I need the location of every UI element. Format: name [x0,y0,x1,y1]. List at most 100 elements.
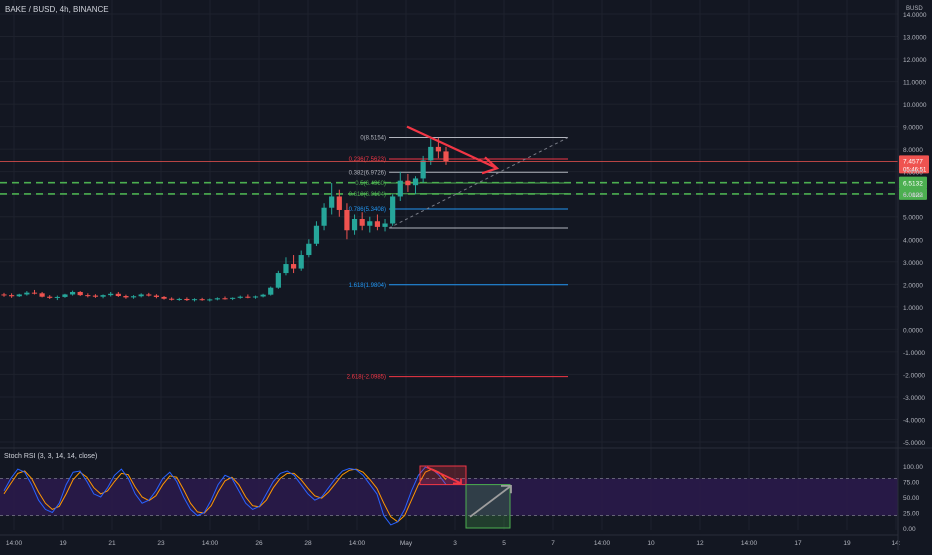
stoch-rsi-label: Stoch RSI (3, 3, 14, 14, close) [4,453,97,460]
candle-body [191,299,198,301]
candle-body [313,225,320,244]
candle-body [298,255,304,269]
candle-body [382,223,388,227]
support-lines[interactable]: 6.5132 6.0122 [0,176,927,200]
time-tick-label: 21 [108,540,116,547]
down-arrow-head [481,156,500,175]
fib-level-label: 2.618(-2.0985) [347,375,386,381]
fib-retracement[interactable]: 0(8.5154) 0.236(7.5623) 0.382(6.9726) 0.5(6… [347,136,568,381]
stoch-down-arrow-head [453,478,462,485]
price-tick-label: 4.0000 [903,237,923,244]
candle-body [138,294,144,297]
candle-body [283,264,289,274]
time-tick-label: 7 [551,540,555,547]
candle-body [359,218,365,226]
stoch-down-arrow [426,466,462,485]
price-tick-label: -1.0000 [903,350,925,357]
time-tick-label: 5 [502,540,506,547]
last-price-countdown: 05:46:51 [903,167,927,173]
candle-body [275,273,281,288]
stoch-tick-label: 100.00 [903,464,923,471]
candle-body [176,298,182,300]
candle-body [169,298,175,300]
support-price-label: 6.0122 [903,192,923,199]
price-tick-label: 6.0000 [903,192,923,199]
candle-body [85,295,91,297]
candle-body [69,291,76,295]
candle-body [108,293,114,296]
drawings[interactable]: 7.4577 05:46:51 [0,125,929,229]
candle-body [374,221,381,227]
time-tick-label: May [400,540,413,547]
candle-body [123,296,129,298]
price-tick-label: 7.0000 [903,170,923,177]
candle-body [306,243,312,256]
candle-body [290,264,297,269]
time-tick-label: 28 [304,540,312,547]
candle-body [92,295,99,297]
price-tick-label: -5.0000 [903,440,925,447]
stoch-k-line [3,466,447,526]
time-tick-label: 19 [59,540,67,547]
price-tick-label: 5.0000 [903,215,923,222]
candle-body [130,296,137,298]
candle-body [77,291,83,296]
stoch-rsi-pane [0,465,898,529]
fib-level-label: 0.236(7.5623) [349,157,386,163]
candle-body [367,221,373,226]
candle-body [24,292,30,295]
candle-body [214,298,220,300]
candle-body [268,287,274,295]
candle-body [405,180,411,186]
fib-level-label: 0.382(6.9726) [349,170,386,176]
price-tick-label: 14.0000 [903,12,927,19]
price-tick-label: 3.0000 [903,260,923,267]
candle-body [321,207,327,226]
time-tick-label: 23 [157,540,165,547]
support-price-badge [899,187,927,200]
candle-body [115,293,121,297]
candle-body [47,296,53,298]
symbol-title: BAKE / BUSD, 4h, BINANCE [5,5,109,14]
stoch-d-line [3,468,447,523]
price-tick-label: 10.0000 [903,102,927,109]
candle-body [184,298,190,301]
price-tick-label: 8.0000 [903,147,923,154]
price-tick-label: 11.0000 [903,80,926,87]
price-tick-label: 1.0000 [903,305,923,312]
price-tick-label: -3.0000 [903,395,925,402]
time-tick-label: 26 [255,540,263,547]
candle-body [16,294,22,297]
fib-level-label: 0.5(6.4960) [355,181,386,187]
price-tick-label: 2.0000 [903,282,923,289]
last-price-badge [899,155,929,174]
candle-body [390,196,396,224]
candle-body [237,296,243,298]
candle-body [153,295,160,297]
time-tick-label: 14: [891,540,900,547]
candle-body [9,295,15,297]
candle-body [199,299,205,301]
candle-body [260,294,266,297]
time-tick-label: 17 [794,540,802,547]
stoch-up-arrow [469,485,512,518]
candle-body [39,293,45,297]
fib-level-label: 1.618(1.9804) [349,283,386,289]
stoch-up-arrow-head [501,484,512,494]
candle-body [245,296,251,298]
candle-body [420,160,426,179]
fib-level-label: 0(8.5154) [360,136,386,142]
candle-body [397,180,403,197]
time-tick-label: 14:00 [594,540,611,547]
time-tick-label: 3 [453,540,457,547]
candle-body [329,196,335,208]
price-tick-label: 0.0000 [903,327,923,334]
candle-body [412,178,419,186]
stoch-tick-label: 75.00 [903,480,920,487]
candle-body [207,299,213,301]
candles [1,137,449,302]
candle-body [435,146,441,152]
